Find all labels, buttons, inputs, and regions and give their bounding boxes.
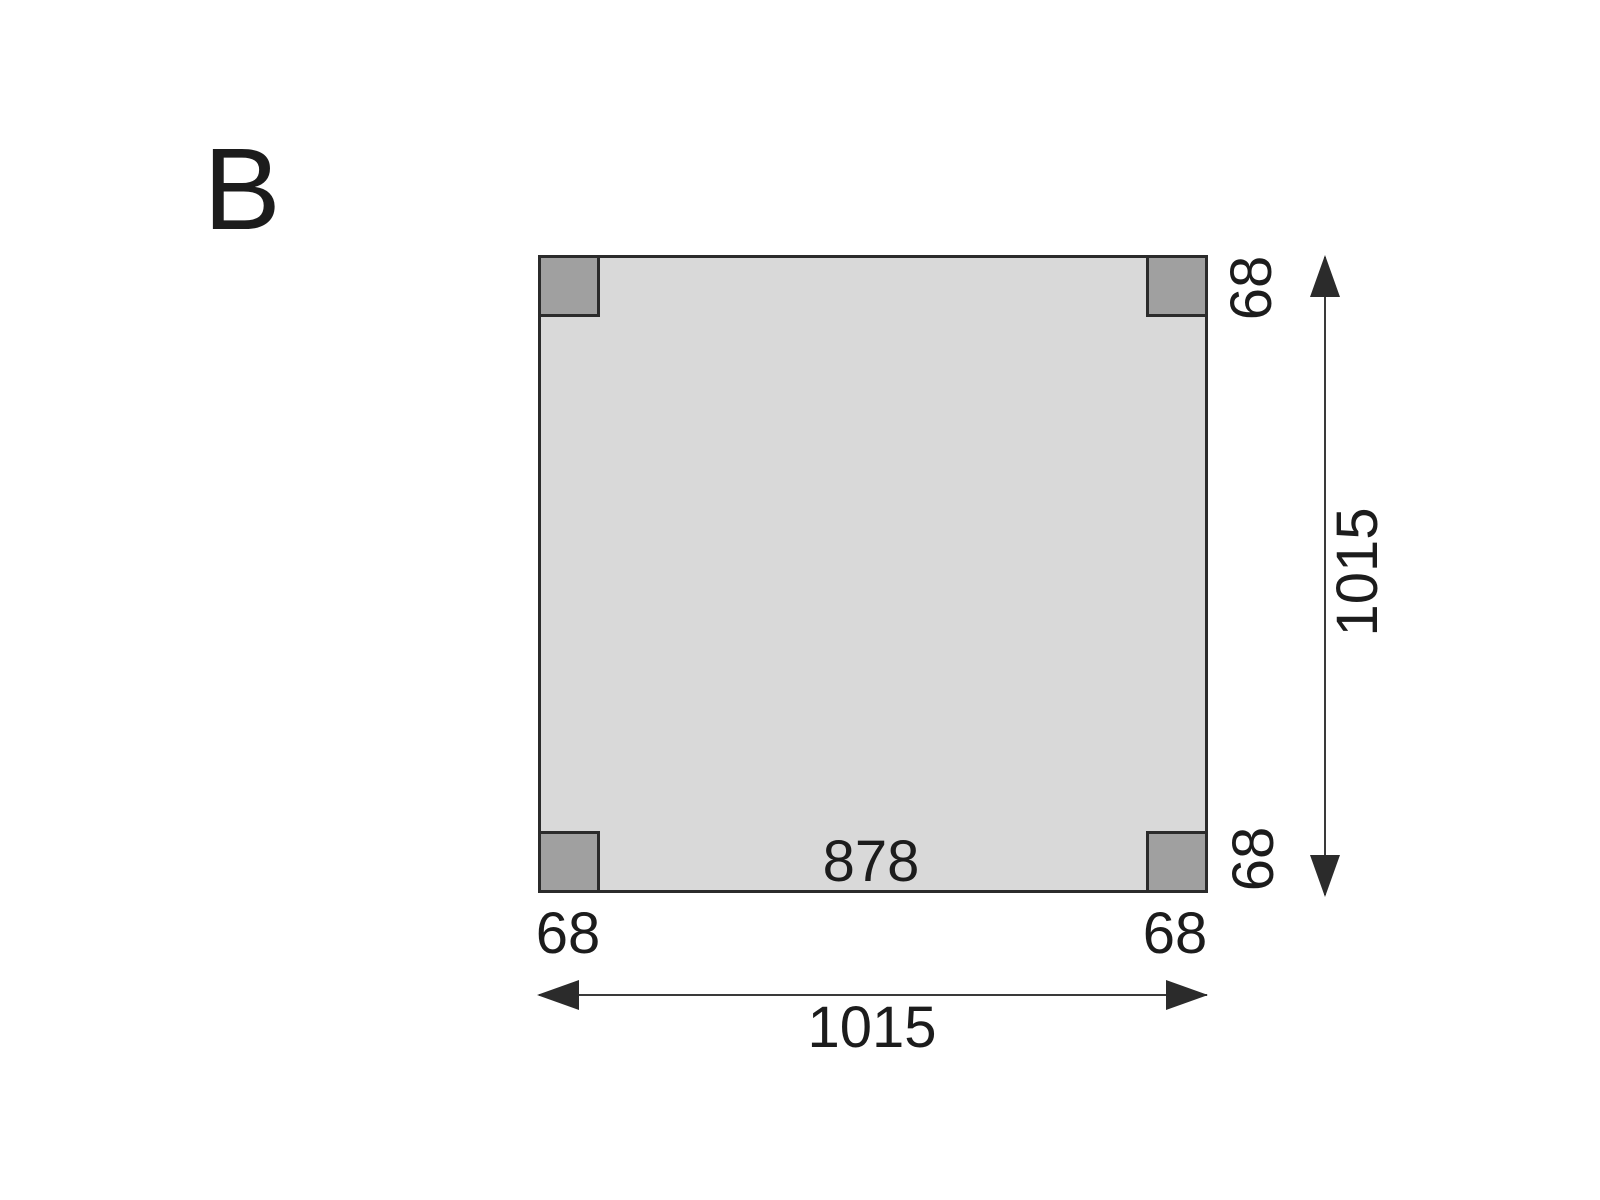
corner-post-top-right	[1146, 255, 1208, 317]
corner-post-bottom-right	[1146, 831, 1208, 893]
arrowhead-down-icon	[1310, 855, 1340, 897]
label-post-height-bottom-right: 68	[1221, 826, 1286, 892]
label-post-width-bottom-right: 68	[1142, 901, 1208, 966]
label-total-width: 1015	[807, 995, 937, 1060]
slab-outline	[538, 255, 1208, 893]
height-dimension-line	[1324, 257, 1326, 895]
width-dimension-line	[539, 994, 1207, 996]
label-inner-span: 878	[822, 829, 920, 894]
arrowhead-left-icon	[537, 980, 579, 1010]
corner-post-top-left	[538, 255, 600, 317]
corner-post-bottom-left	[538, 831, 600, 893]
plan-letter-label: B	[203, 124, 281, 254]
arrowhead-up-icon	[1310, 255, 1340, 297]
label-post-height-top-right: 68	[1219, 255, 1284, 321]
label-post-width-bottom-left: 68	[535, 901, 601, 966]
label-total-height: 1015	[1325, 507, 1390, 637]
arrowhead-right-icon	[1166, 980, 1208, 1010]
